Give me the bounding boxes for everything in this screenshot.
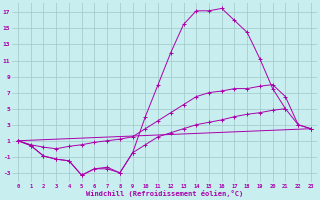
X-axis label: Windchill (Refroidissement éolien,°C): Windchill (Refroidissement éolien,°C) (86, 190, 243, 197)
